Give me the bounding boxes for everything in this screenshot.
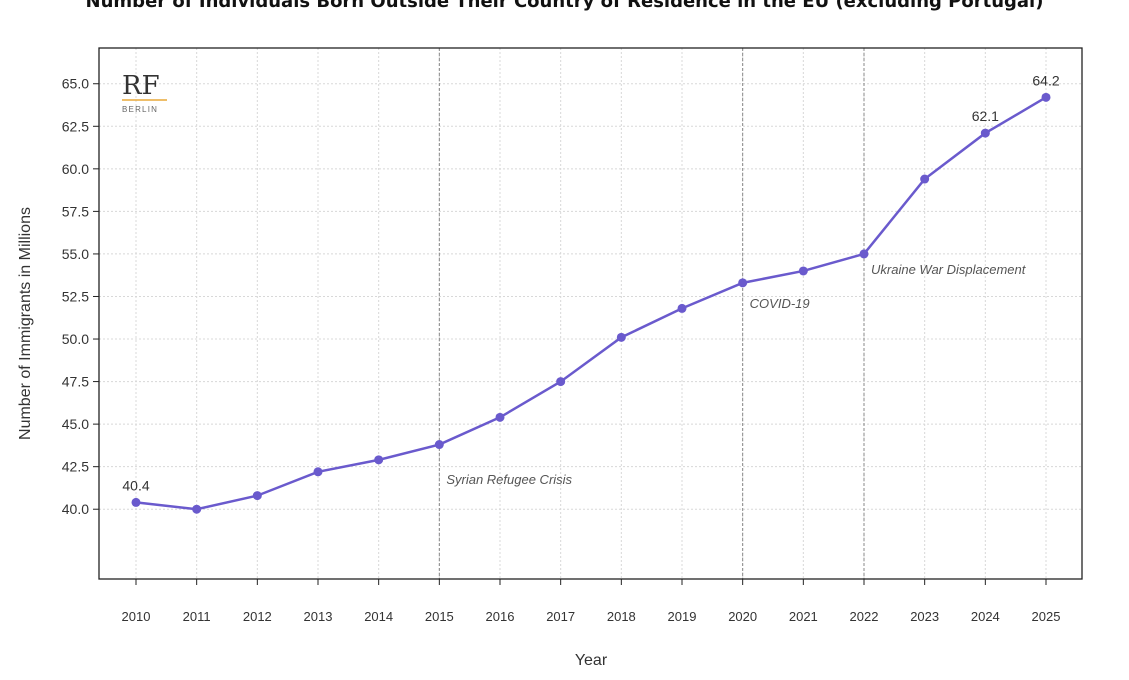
data-point: [738, 278, 748, 288]
data-labels: 40.4 62.1 64.2: [122, 72, 1059, 493]
x-tick-label: 2010: [122, 609, 151, 624]
data-point: [374, 455, 384, 465]
y-axis: 40.0 42.5 45.0 47.5 50.0 52.5 55.0 57.5 60.0 62.5…: [62, 76, 99, 517]
data-point: [616, 332, 626, 342]
grid: [99, 48, 1082, 579]
data-point: [192, 504, 202, 514]
x-tick-label: 2017: [546, 609, 575, 624]
data-point: [980, 128, 990, 138]
plot-frame: [98, 47, 1083, 580]
event-annotation: Syrian Refugee Crisis: [446, 472, 572, 487]
x-tick-label: 2018: [607, 609, 636, 624]
y-tick-label: 57.5: [62, 203, 89, 219]
x-axis: 2010 2011 2012 2013 2014 2015 2016 2017 2018 2019…: [122, 579, 1061, 624]
y-tick-label: 52.5: [62, 288, 89, 304]
y-tick-label: 45.0: [62, 416, 89, 432]
y-tick-label: 50.0: [62, 331, 89, 347]
x-tick-label: 2012: [243, 609, 272, 624]
data-point: [798, 266, 808, 276]
data-point: [313, 467, 323, 477]
x-tick-label: 2011: [183, 609, 211, 624]
event-lines: [438, 48, 865, 579]
x-tick-label: 2025: [1032, 609, 1061, 624]
data-point: [131, 497, 141, 507]
data-label: 64.2: [1032, 72, 1059, 88]
series-line: [135, 96, 1047, 511]
event-annotation: COVID-19: [750, 296, 810, 311]
data-point: [434, 440, 444, 450]
logo-main-text: RF: [122, 71, 160, 101]
data-point: [252, 491, 262, 501]
data-point: [1041, 92, 1051, 102]
y-axis-label: Number of Immigrants in Millions: [17, 207, 34, 440]
rf-berlin-logo: RF BERLIN: [122, 71, 167, 114]
x-tick-label: 2022: [850, 609, 879, 624]
data-points: [131, 92, 1051, 514]
x-tick-label: 2019: [668, 609, 697, 624]
y-tick-label: 47.5: [62, 374, 89, 390]
x-tick-label: 2021: [789, 609, 818, 624]
y-tick-label: 62.5: [62, 118, 89, 134]
y-tick-label: 60.0: [62, 161, 89, 177]
x-tick-label: 2023: [910, 609, 939, 624]
y-tick-label: 55.0: [62, 246, 89, 262]
x-tick-label: 2024: [971, 609, 1000, 624]
y-tick-label: 65.0: [62, 76, 89, 92]
x-tick-label: 2013: [304, 609, 333, 624]
x-tick-label: 2014: [364, 609, 393, 624]
chart-title: Number of Individuals Born Outside Their…: [85, 0, 1044, 12]
x-tick-label: 2016: [486, 609, 515, 624]
data-point: [495, 412, 505, 422]
x-tick-label: 2015: [425, 609, 454, 624]
x-axis-label: Year: [575, 652, 608, 669]
data-label: 40.4: [122, 477, 149, 493]
event-annotation: Ukraine War Displacement: [871, 262, 1027, 277]
data-point: [920, 174, 930, 184]
logo-sub-text: BERLIN: [122, 105, 158, 114]
data-point: [859, 249, 869, 259]
annotations: Syrian Refugee Crisis COVID-19 Ukraine War…: [446, 262, 1026, 487]
data-point: [556, 377, 566, 387]
data-point: [677, 303, 687, 313]
y-tick-label: 42.5: [62, 459, 89, 475]
x-tick-label: 2020: [728, 609, 757, 624]
data-label: 62.1: [972, 108, 999, 124]
y-tick-label: 40.0: [62, 501, 89, 517]
